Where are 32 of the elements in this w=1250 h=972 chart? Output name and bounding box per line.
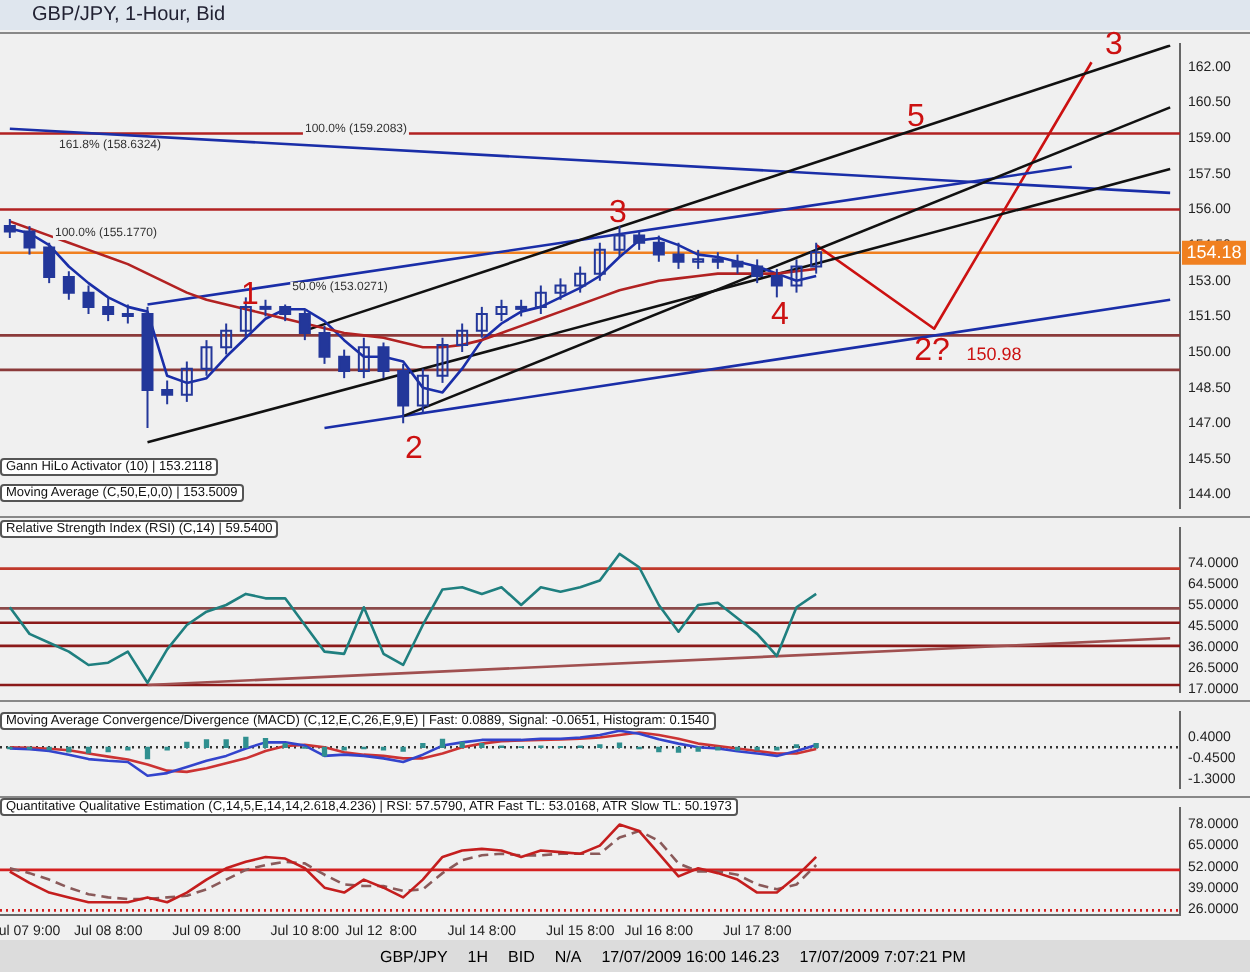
chart-title: GBP/JPY, 1-Hour, Bid <box>0 0 1250 30</box>
text: N/A <box>554 947 582 965</box>
candlestick <box>475 305 488 339</box>
candlestick <box>436 336 449 384</box>
candlestick <box>790 258 803 294</box>
candlestick <box>416 367 429 415</box>
candlestick <box>593 241 606 282</box>
annotation: 2 <box>405 432 423 466</box>
candlestick <box>357 336 370 380</box>
candlestick <box>456 322 469 354</box>
candlestick <box>121 303 134 325</box>
annotation: 4 <box>771 298 789 332</box>
candlestick <box>810 241 823 275</box>
annotation: 5 <box>907 100 925 134</box>
text: 1H <box>467 947 489 965</box>
candlestick <box>180 360 193 403</box>
text: 17/07/2009 16:00 146.23 <box>601 947 780 965</box>
candlestick <box>692 248 705 270</box>
ref-line-label: 154.18 <box>1186 241 1242 262</box>
annotation: 2? <box>914 334 950 368</box>
annotation: 150.98 <box>964 344 1024 364</box>
text: 17/07/2009 7:07:21 PM <box>799 947 966 965</box>
candlestick <box>200 339 213 377</box>
candlestick <box>613 225 626 258</box>
candlestick <box>220 322 233 356</box>
text: BID <box>508 947 535 965</box>
candlestick <box>554 277 567 301</box>
candlestick <box>495 298 508 323</box>
text: GBP/JPY <box>380 947 448 965</box>
candlestick <box>534 284 547 316</box>
candlestick <box>574 265 587 294</box>
annotation: 3 <box>1105 28 1123 62</box>
